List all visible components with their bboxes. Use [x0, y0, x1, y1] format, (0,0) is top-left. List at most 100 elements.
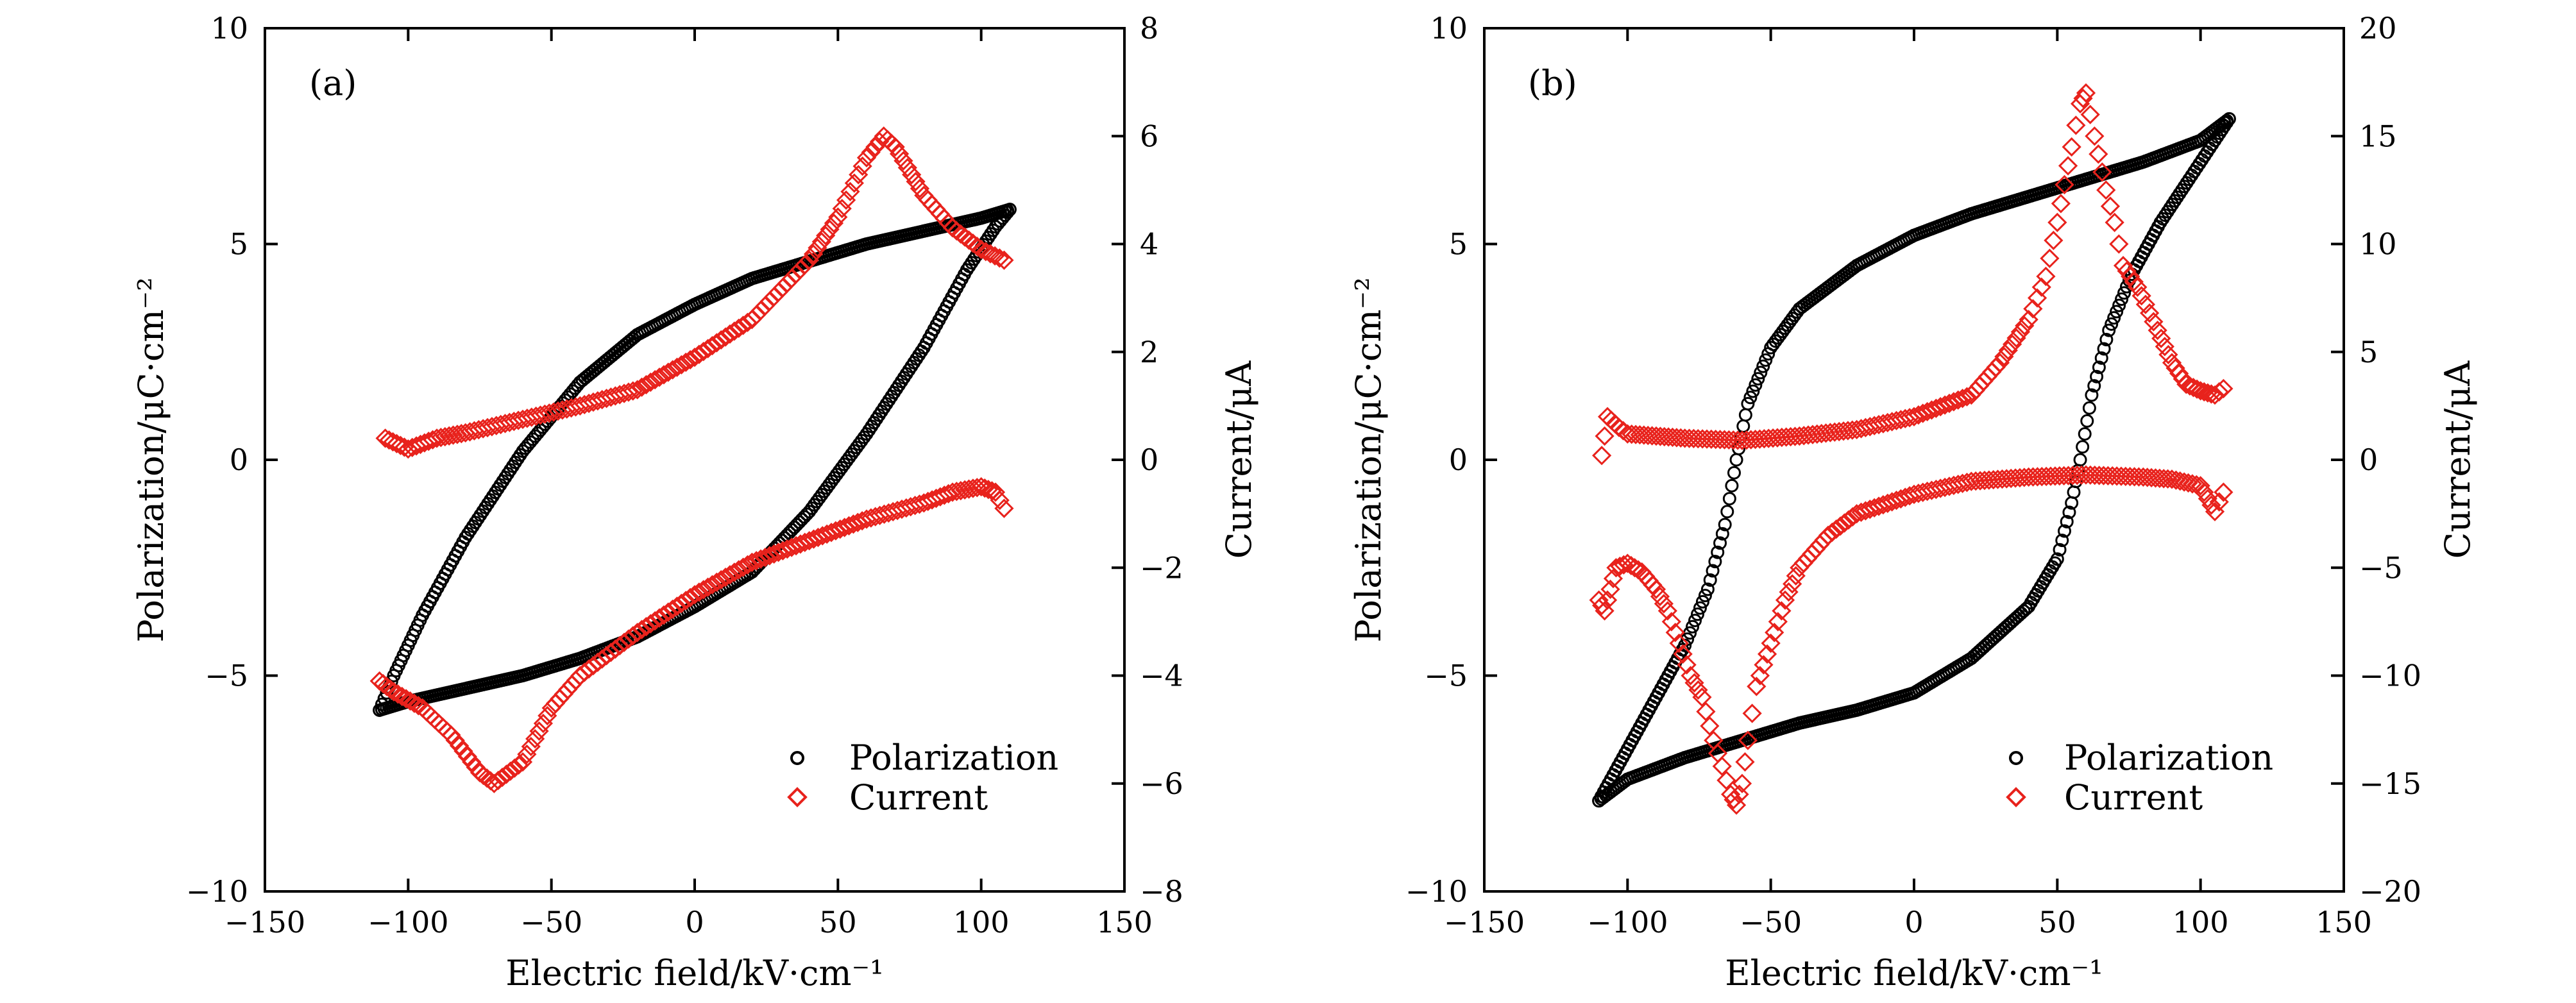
current-point — [1721, 784, 1741, 804]
current-point — [667, 596, 687, 616]
current-point — [1735, 752, 1755, 772]
current-point — [1997, 469, 2017, 489]
current-point — [1625, 425, 1646, 444]
current-point — [684, 348, 705, 367]
polarization-point — [2067, 485, 2081, 499]
series-current — [369, 126, 1014, 793]
polarization-point — [2222, 112, 2236, 126]
polarization-point — [1708, 555, 1722, 569]
current-point — [1707, 743, 1728, 763]
current-point — [1990, 353, 2010, 373]
current-point — [865, 137, 885, 157]
current-point — [1688, 680, 1708, 700]
current-point — [1610, 556, 1630, 577]
current-point — [698, 339, 718, 358]
current-point — [2129, 467, 2149, 487]
current-point — [2006, 328, 2026, 348]
current-point — [2135, 294, 2156, 314]
current-point — [1728, 430, 1748, 450]
current-point — [409, 696, 428, 716]
current-point — [1851, 502, 1871, 522]
current-point — [869, 131, 890, 151]
current-point — [1638, 425, 1658, 446]
current-point — [2182, 474, 2203, 494]
polarization-point — [1736, 419, 1750, 434]
current-point — [976, 242, 996, 262]
y-axis-left-label: Polarization/μC·cm⁻² — [1348, 277, 1389, 642]
current-point — [453, 741, 473, 761]
current-point — [681, 350, 700, 370]
current-point — [2214, 378, 2233, 399]
current-point — [2005, 468, 2026, 488]
current-point — [959, 479, 979, 499]
current-point — [2201, 495, 2221, 515]
current-point — [1761, 633, 1781, 653]
current-point — [1701, 429, 1722, 450]
current-point — [1592, 446, 1612, 466]
y-left-tick-label: 0 — [1449, 442, 1468, 477]
current-point — [667, 357, 687, 377]
current-point — [2151, 328, 2171, 348]
polarization-point — [1001, 205, 1015, 219]
current-point — [2028, 467, 2047, 487]
current-point — [1603, 568, 1623, 589]
current-point — [1783, 574, 1802, 594]
current-point — [2085, 126, 2105, 146]
current-point — [1657, 601, 1677, 621]
current-point — [724, 562, 744, 582]
current-point — [1692, 687, 1712, 707]
current-point — [416, 702, 437, 722]
current-point — [2010, 322, 2031, 342]
current-point — [2187, 475, 2207, 495]
y-right-tick-label: −6 — [1140, 766, 1183, 801]
polarization-point — [1695, 594, 1709, 609]
current-point — [1732, 773, 1752, 793]
current-point — [2014, 468, 2034, 487]
current-point — [2133, 467, 2153, 487]
legend: Polarization Current — [787, 738, 1058, 818]
current-point — [2076, 83, 2096, 103]
current-point — [861, 142, 881, 162]
current-point — [1994, 346, 2014, 367]
current-point — [982, 481, 1002, 501]
polarization-point — [1729, 453, 1743, 467]
current-point — [388, 684, 408, 704]
polarization-point — [1720, 505, 1734, 519]
y-right-tick-label: 2 — [1140, 335, 1158, 369]
series-layer — [1589, 83, 2236, 815]
legend-label-current: Current — [2064, 777, 2203, 818]
polarization-point — [1693, 601, 1707, 615]
x-tick-label: 100 — [2173, 905, 2229, 940]
current-point — [729, 560, 749, 580]
current-point — [2105, 212, 2124, 232]
current-point — [897, 158, 917, 178]
current-point — [2066, 115, 2086, 135]
current-point — [803, 244, 824, 264]
current-point — [1700, 716, 1720, 736]
polarization-point — [2094, 351, 2108, 365]
current-point — [1974, 470, 1995, 491]
x-axis-label: Electric field/kV·cm⁻¹ — [505, 953, 884, 993]
current-point — [715, 327, 736, 347]
current-point — [2040, 466, 2061, 486]
y-axis-right-label: Current/μA — [1219, 360, 1259, 559]
polarization-point — [2087, 379, 2101, 393]
current-point — [985, 482, 1006, 502]
current-point — [885, 137, 905, 157]
polarization-point — [2078, 427, 2092, 441]
current-point — [990, 248, 1010, 268]
current-point — [1630, 425, 1650, 445]
current-point — [689, 582, 709, 602]
polarization-point — [1764, 341, 1778, 355]
current-point — [906, 172, 926, 192]
current-point — [1724, 430, 1743, 450]
current-point — [1757, 644, 1777, 664]
y-left-tick-label: 10 — [1430, 11, 1468, 46]
current-point — [840, 181, 860, 201]
current-point — [2205, 501, 2225, 521]
current-point — [971, 239, 991, 260]
y-axis-left-label: Polarization/μC·cm⁻² — [131, 277, 171, 642]
current-point — [1775, 590, 1795, 610]
current-point — [1661, 612, 1681, 632]
series-polarization — [373, 203, 1017, 717]
